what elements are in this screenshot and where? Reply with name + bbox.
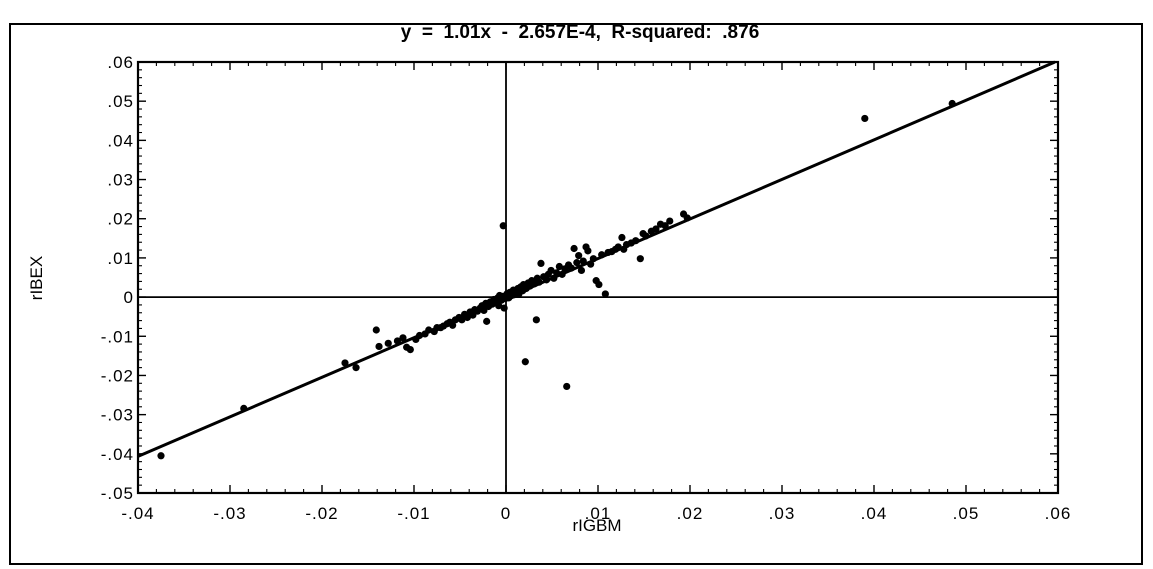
data-point: [399, 334, 407, 342]
data-points: [157, 99, 956, 460]
data-point: [532, 316, 540, 324]
data-point: [483, 317, 491, 325]
data-point: [463, 313, 471, 322]
data-point: [636, 255, 644, 263]
data-point: [553, 269, 561, 277]
y-axis-label: rIBEX: [27, 256, 46, 300]
y-tick-label: .03: [107, 171, 134, 190]
x-tick-label: -.04: [121, 504, 154, 523]
data-point: [614, 243, 622, 251]
x-axis-label: rIGBM: [572, 516, 621, 535]
data-point: [861, 114, 869, 123]
x-tick-label: .04: [861, 504, 888, 523]
y-tick-label: 0: [124, 288, 134, 307]
data-point: [589, 255, 598, 263]
data-point: [500, 304, 508, 312]
x-tick-label: 0: [501, 504, 511, 523]
data-point: [375, 342, 383, 351]
x-tick-label: .03: [769, 504, 796, 523]
data-point: [372, 326, 380, 334]
data-point: [595, 280, 603, 289]
data-point: [341, 359, 349, 367]
x-tick-label: -.01: [397, 504, 430, 523]
data-point: [666, 217, 674, 225]
data-point: [577, 266, 586, 275]
data-point: [535, 278, 543, 286]
x-tick-label: -.03: [213, 504, 246, 523]
data-point: [573, 259, 581, 267]
data-point: [425, 326, 433, 334]
data-point: [558, 270, 566, 278]
data-point: [579, 257, 587, 265]
data-point: [575, 251, 583, 260]
y-tick-label: .06: [107, 53, 134, 72]
data-point: [555, 262, 563, 271]
y-tick-label: -.01: [101, 327, 134, 346]
x-tick-label: .01: [585, 504, 612, 523]
y-tick-label: -.03: [101, 406, 134, 425]
data-point: [458, 316, 466, 324]
data-point: [570, 244, 578, 253]
data-point: [406, 345, 414, 354]
data-point: [683, 214, 691, 222]
x-tick-label: .02: [677, 504, 704, 523]
data-point: [563, 382, 571, 391]
y-tick-label: .04: [107, 131, 134, 150]
axis-ticks: [137, 61, 1059, 494]
data-point: [661, 222, 669, 230]
data-point: [601, 290, 609, 298]
y-tick-label: -.05: [101, 484, 134, 503]
data-point: [157, 452, 165, 460]
y-tick-label: .01: [107, 249, 134, 268]
data-point: [550, 274, 558, 282]
data-point: [642, 232, 650, 240]
x-tick-label: .06: [1045, 504, 1072, 523]
data-point: [495, 302, 503, 310]
x-tick-label: -.02: [305, 504, 338, 523]
x-tick-label: .05: [953, 504, 980, 523]
data-point: [948, 99, 956, 108]
y-tick-label: .02: [107, 210, 134, 229]
data-point: [521, 358, 529, 366]
data-point: [584, 247, 592, 255]
data-point: [352, 364, 360, 372]
data-point: [598, 251, 606, 259]
y-tick-label: -.04: [101, 445, 134, 464]
data-point: [587, 260, 595, 268]
y-tick-label: .05: [107, 92, 134, 111]
data-point: [547, 266, 555, 275]
data-point: [542, 276, 551, 284]
data-point: [567, 264, 575, 272]
data-point: [632, 237, 640, 245]
data-point: [618, 233, 626, 242]
y-tick-label: -.02: [101, 366, 134, 385]
chart-title: y = 1.01x - 2.657E-4, R-squared: .876: [401, 22, 760, 43]
data-point: [449, 321, 457, 329]
data-point: [393, 337, 402, 345]
chart-frame: [9, 23, 1143, 565]
data-point: [652, 225, 660, 233]
data-point: [499, 222, 507, 230]
data-point: [240, 404, 248, 412]
zero-lines: [138, 62, 1058, 493]
data-point: [384, 339, 392, 347]
plot-area: [136, 60, 1060, 495]
tick-labels: -.04 -.03 -.02 -.01 0 .01 .02 .03 .04 .05 .06 .06 .0…: [101, 53, 1072, 523]
data-point: [537, 259, 545, 267]
data-point: [415, 331, 424, 340]
